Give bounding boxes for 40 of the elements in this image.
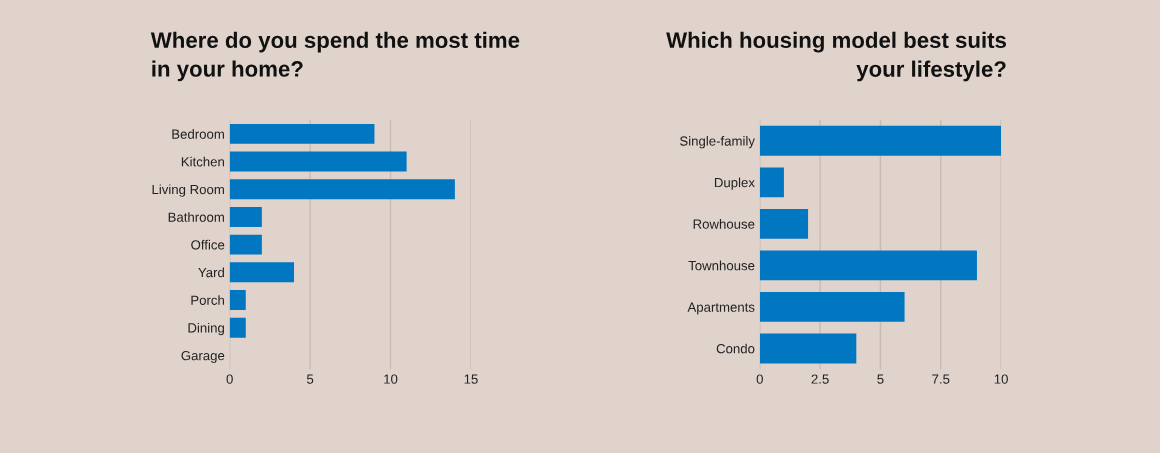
x-tick-label: 10 (994, 374, 1008, 384)
x-tick-label: 7.5 (932, 374, 950, 384)
bar (229, 317, 246, 338)
x-tick-label: 5 (877, 374, 884, 384)
bar (229, 262, 295, 283)
bar (229, 179, 455, 200)
x-tick-label: 0 (756, 374, 763, 384)
bar (759, 333, 857, 364)
y-tick-label: Garage (181, 350, 225, 363)
y-tick-label: Porch (191, 295, 224, 305)
y-tick-label: Townhouse (688, 260, 755, 271)
y-tick-label: Kitchen (181, 156, 224, 167)
bar (229, 206, 262, 227)
bar (759, 167, 784, 198)
y-tick-label: Yard (198, 267, 224, 278)
bar (229, 151, 407, 172)
y-tick-label: Apartments (687, 302, 755, 315)
x-tick-label: 10 (384, 374, 398, 384)
x-tick-label: 2.5 (811, 374, 829, 384)
bar (229, 234, 262, 255)
y-tick-label: Bedroom (172, 129, 224, 139)
y-tick-label: Bathroom (168, 212, 224, 222)
bar (229, 123, 375, 144)
y-tick-label: Duplex (714, 177, 755, 190)
bar (759, 291, 905, 322)
chart-title: Which housing model best suits your lifestyle? (666, 31, 1006, 82)
bar (759, 208, 809, 239)
y-tick-label: Living Room (152, 184, 224, 197)
bar (229, 290, 246, 310)
y-tick-label: Office (191, 239, 225, 250)
bar (759, 125, 1002, 156)
bar (759, 250, 977, 281)
y-tick-label: Single-family (680, 136, 755, 149)
x-tick-label: 0 (226, 374, 233, 384)
x-tick-label: 15 (464, 374, 478, 384)
x-tick-label: 5 (306, 374, 314, 384)
chart-title: Where do you spend the most time in your home? (150, 31, 520, 82)
y-tick-label: Dining (188, 322, 224, 336)
y-tick-label: Condo (716, 343, 755, 354)
y-tick-label: Rowhouse (693, 219, 755, 229)
